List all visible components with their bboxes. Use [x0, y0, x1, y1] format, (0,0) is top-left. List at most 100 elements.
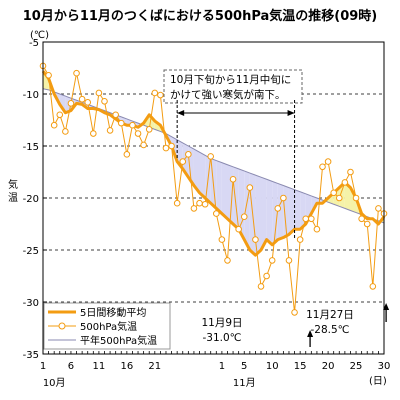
shading-segment	[266, 179, 273, 245]
observed-point	[218, 236, 226, 243]
observed-point	[224, 257, 231, 264]
min2-arrow	[383, 303, 390, 322]
observed-point	[106, 127, 114, 134]
x-unit-label: (日)	[369, 376, 387, 387]
cold-period-range	[176, 100, 296, 240]
observed-point	[285, 257, 293, 264]
observed-point	[246, 184, 254, 191]
shading-segment	[199, 152, 206, 198]
x-tick-label: 5	[241, 361, 247, 372]
shading-segment	[344, 182, 351, 211]
shading-segment	[288, 187, 295, 235]
observed-point	[179, 158, 187, 165]
legend-label-normal: 平年500hPa気温	[80, 334, 157, 347]
x-axis: 1 6 11 16 21 1 5 10 15 20 25 30	[40, 351, 390, 372]
arrow-head	[307, 330, 314, 337]
y-unit-label: (℃)	[30, 30, 49, 41]
x-tick-label: 10	[266, 361, 279, 372]
period-arrow-right	[287, 110, 295, 116]
shading-segment	[244, 170, 250, 250]
y-label-char: 気	[8, 178, 18, 191]
period-arrow-left	[177, 110, 185, 116]
shading-segment	[294, 189, 301, 230]
observed-point	[151, 89, 159, 97]
x-tick-label: 21	[148, 361, 161, 372]
observed-point	[302, 215, 310, 223]
x-tick-label: 16	[120, 361, 133, 372]
x-tick-label: 6	[68, 361, 74, 372]
shading-segment	[339, 182, 345, 209]
observed-point	[369, 283, 377, 290]
shading-segment	[261, 177, 267, 250]
y-label-char: 温	[8, 192, 18, 204]
observed-point	[341, 179, 349, 186]
shading-segment	[43, 71, 49, 90]
arrow-head	[383, 303, 390, 310]
observed-point	[313, 225, 321, 233]
observed-point	[330, 189, 337, 197]
observed-point	[78, 95, 86, 103]
min-annotation-nov9: 11月9日 -31.0℃	[201, 317, 314, 347]
observed-point	[257, 283, 265, 290]
shading-segment	[193, 149, 200, 193]
observed-point	[123, 151, 131, 158]
annotation-line-1: 10月下旬から11月中旬に	[170, 73, 291, 86]
observed-point	[162, 144, 170, 152]
observed-point	[263, 272, 270, 280]
observed-point	[157, 91, 164, 99]
shading-segment	[216, 160, 222, 214]
x-tick-label: 25	[350, 361, 363, 372]
y-tick-label: -5	[29, 38, 39, 49]
observed-point	[296, 236, 304, 243]
shading-segment	[221, 162, 228, 219]
legend-label-moving-avg: 5日間移動平均	[80, 306, 146, 319]
observed-point	[347, 168, 354, 176]
observed-point	[274, 205, 282, 212]
observed-point	[280, 194, 287, 202]
y-tick-label: -10	[23, 90, 39, 101]
observed-point	[308, 215, 315, 223]
shading-segment	[272, 181, 278, 245]
observed-point	[67, 100, 75, 107]
observed-point	[235, 225, 242, 233]
y-tick-label: -20	[23, 194, 39, 205]
legend-label-observed: 500hPa気温	[80, 320, 137, 333]
series-layer	[39, 62, 388, 316]
x-tick-label: 1	[219, 361, 225, 372]
observed-point	[363, 220, 371, 228]
shading-segment	[255, 175, 262, 256]
observed-point	[352, 194, 360, 202]
observed-point	[229, 175, 237, 183]
min1-value: -31.0℃	[203, 332, 242, 344]
legend-marker-observed	[58, 322, 66, 330]
x-tick-label: 20	[322, 361, 335, 372]
observed-point	[117, 119, 125, 127]
y-tick-label: -15	[23, 142, 39, 153]
observed-point	[324, 158, 332, 165]
observed-point	[145, 126, 153, 133]
observed-point	[62, 128, 69, 135]
chart-title: 10月から11月のつくばにおける500hPa気温の推移(09時)	[23, 8, 378, 24]
series-moving-avg	[41, 70, 386, 257]
observed-point	[129, 121, 136, 129]
annotation-line-2: かけて強い寒気が南下。	[170, 88, 286, 101]
observed-point	[252, 236, 259, 243]
observed-point	[196, 199, 203, 207]
observed-point	[190, 205, 198, 212]
observed-point	[95, 89, 103, 97]
observed-point	[207, 153, 215, 160]
annotation-box	[163, 69, 303, 104]
month-label: 11月	[233, 377, 256, 389]
min1-arrow	[307, 330, 314, 347]
observed-point	[90, 130, 97, 137]
observed-point	[101, 97, 108, 105]
observed-point	[319, 163, 326, 171]
observed-point	[240, 213, 248, 221]
month-label: 10月	[43, 377, 66, 389]
observed-point	[173, 199, 181, 207]
observed-point	[84, 99, 92, 106]
x-tick-label: 11	[93, 361, 106, 372]
min2-value: -28.5℃	[311, 324, 350, 336]
observed-point	[375, 205, 382, 212]
